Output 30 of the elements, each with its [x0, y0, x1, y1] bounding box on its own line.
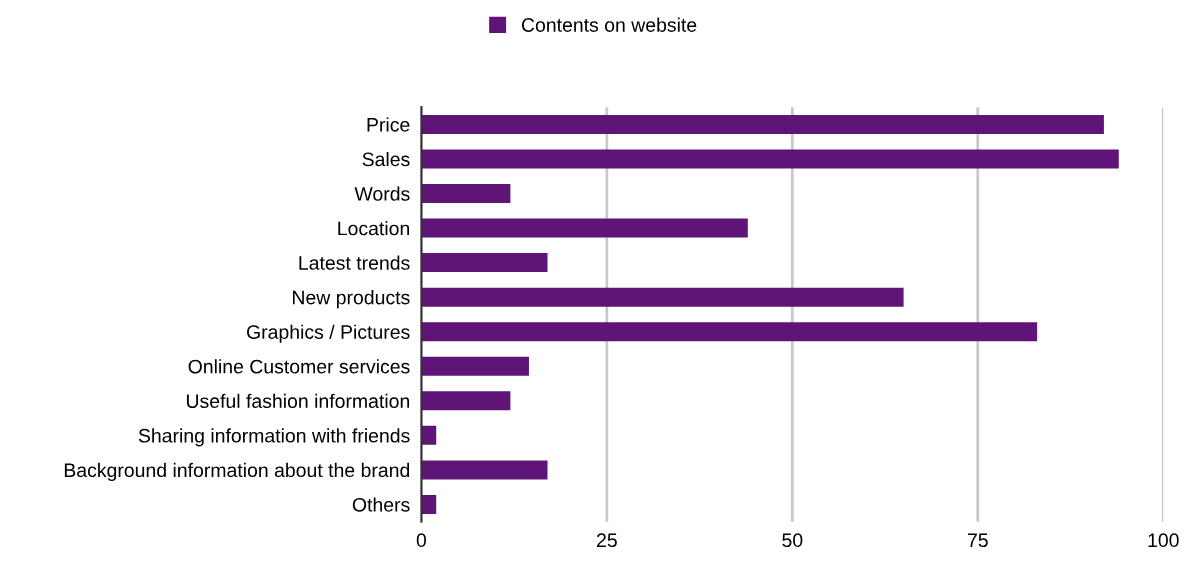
- legend-label: Contents on website: [521, 17, 697, 32]
- y-tick-label: Price: [367, 117, 410, 132]
- bar: [421, 460, 548, 480]
- y-tick-label: Latest trends: [299, 255, 410, 270]
- bar: [421, 149, 1119, 169]
- y-tick-label: Sales: [362, 151, 410, 167]
- x-tick-label: 75: [967, 533, 988, 548]
- x-tick-label: 50: [782, 533, 803, 548]
- y-tick-label: Background information about the brand: [64, 462, 410, 481]
- bar: [421, 425, 437, 445]
- y-tick-label: Graphics / Pictures: [247, 324, 410, 343]
- bar: [421, 184, 511, 204]
- bar: [421, 218, 748, 238]
- y-tick-label: Online Customer services: [188, 359, 410, 374]
- bar: [421, 287, 904, 307]
- y-tick-label: Others: [352, 497, 410, 512]
- bar: [421, 253, 548, 273]
- y-tick-label: New products: [293, 290, 410, 309]
- x-tick-label: 25: [597, 533, 617, 548]
- bar: [421, 356, 529, 376]
- bar: [421, 391, 511, 411]
- y-tick-label: Useful fashion information: [186, 393, 410, 409]
- x-tick-label: 100: [1148, 533, 1179, 548]
- x-tick-label: 0: [416, 533, 427, 548]
- y-tick-label: Location: [338, 221, 410, 236]
- bar: [421, 114, 1104, 134]
- y-tick-label: Words: [354, 186, 410, 201]
- y-tick-label: Sharing information with friends: [138, 428, 410, 447]
- bar: [421, 322, 1038, 342]
- bar: [421, 494, 437, 514]
